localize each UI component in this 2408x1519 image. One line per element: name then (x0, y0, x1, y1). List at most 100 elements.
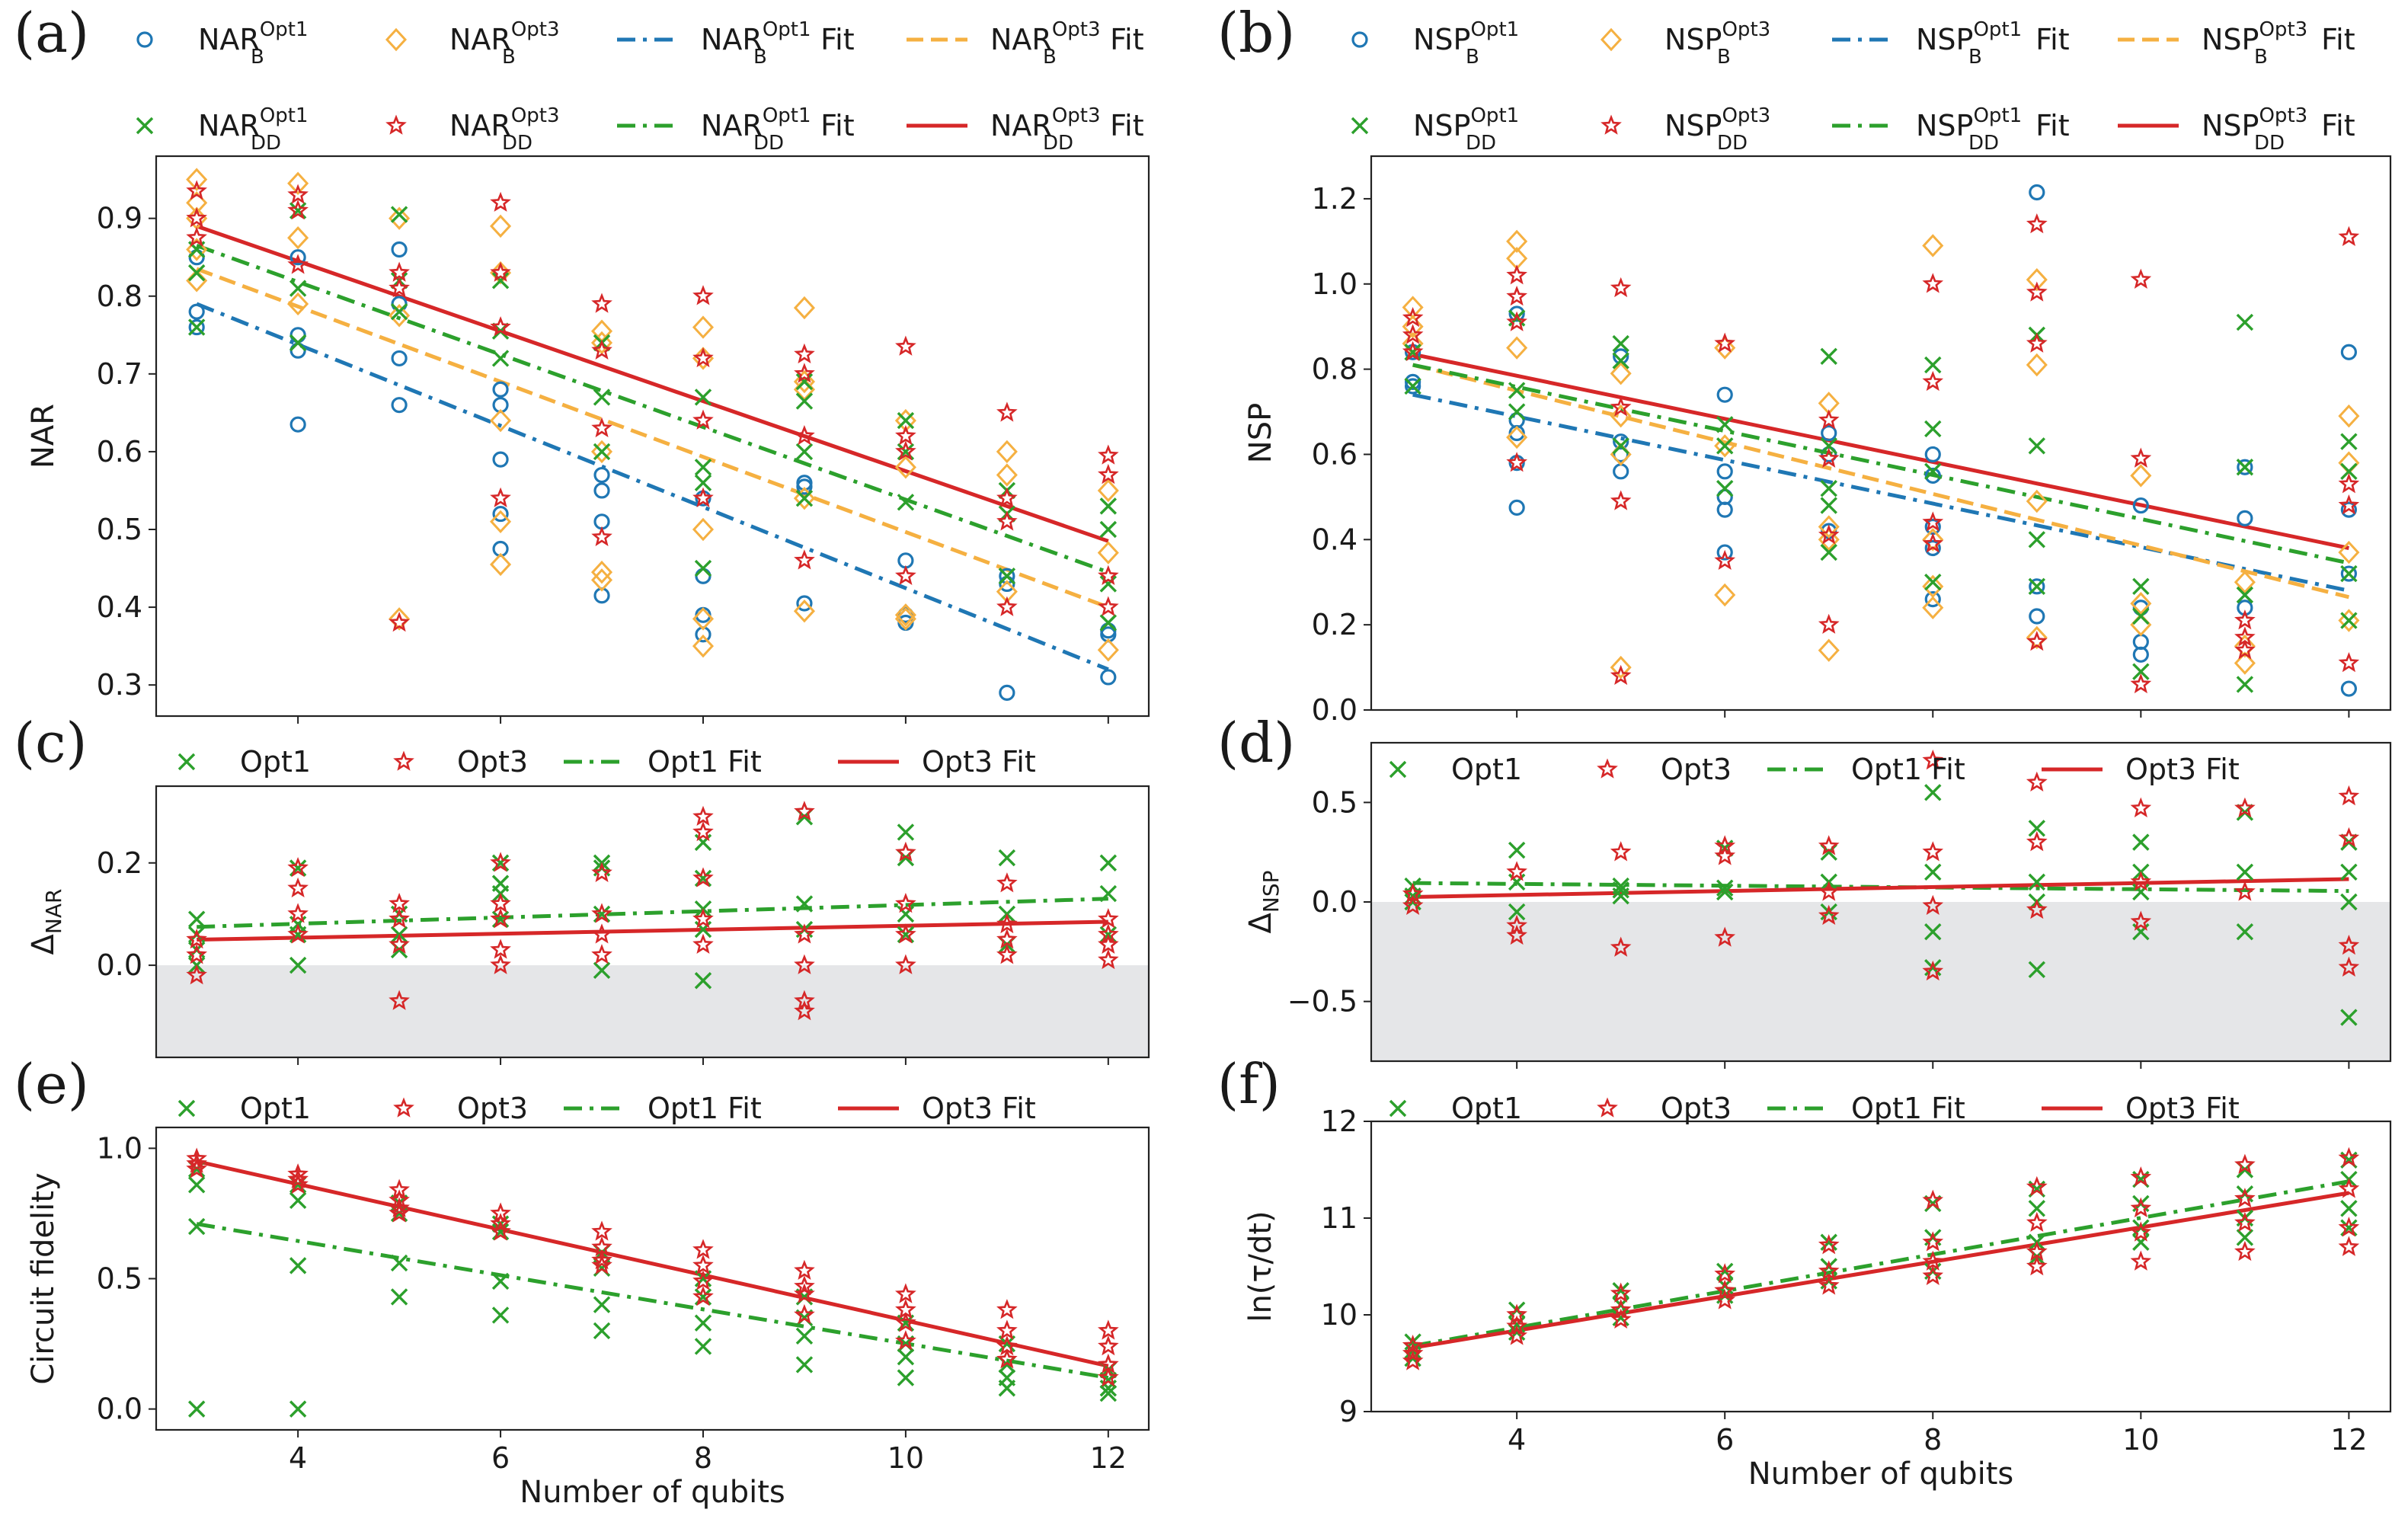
plot-frame (1370, 155, 2392, 712)
legend-label-main: NAR (701, 23, 763, 56)
data-point (1610, 841, 1632, 862)
legend-entry: NSPOpt3 B Fit (2118, 18, 2355, 69)
y-tick-label: 1.0 (1312, 267, 1357, 301)
data-point (1924, 467, 1941, 484)
data-point (996, 929, 1018, 949)
data-point (2130, 1250, 2152, 1271)
y-tick-label: 0.6 (97, 435, 142, 468)
data-point (1924, 863, 1942, 881)
y-tick-label: 0.2 (1312, 608, 1357, 641)
data-point (2340, 462, 2358, 481)
legend-label-sup: Opt3 (511, 18, 560, 41)
data-point (1716, 544, 1733, 561)
legend-label-sub: B (1043, 46, 1057, 69)
data-point (389, 1197, 410, 1217)
data-point (1922, 370, 1944, 392)
data-point (1506, 1325, 1527, 1345)
legend-label-main: NSP (1916, 23, 1973, 56)
legend-entry: Opt1 (1389, 753, 1522, 786)
y-tick-label: 0.5 (1312, 785, 1357, 819)
data-point (692, 1270, 714, 1290)
data-point (2130, 1197, 2152, 1218)
legend-entry: Opt1 (1389, 1092, 1522, 1125)
data-point (2340, 501, 2357, 518)
data-point (1100, 669, 1117, 686)
data-point (590, 440, 613, 464)
data-point (287, 254, 309, 274)
data-point (1610, 1308, 1632, 1329)
legend-label-suffix: Fit (1101, 109, 1144, 142)
data-point (2132, 577, 2150, 596)
legend-label-sup: Opt3 (2259, 18, 2307, 41)
legend-label-suffix: Fit (811, 23, 855, 56)
data-point (593, 389, 611, 406)
plot-frame (155, 785, 1150, 1059)
data-point (490, 893, 511, 913)
data-point (2338, 494, 2360, 515)
data-point (490, 191, 511, 212)
data-point (186, 168, 208, 191)
y-tick-label: 0.6 (1312, 437, 1357, 471)
data-point (1924, 959, 1942, 977)
data-point (1716, 463, 1733, 480)
legend-marker (1389, 760, 1407, 779)
data-point (895, 892, 916, 913)
data-point (1820, 497, 1837, 514)
legend-label-sub: B (753, 46, 767, 69)
data-point (694, 972, 712, 990)
legend-entry: Opt1 (177, 1092, 311, 1125)
data-point (2234, 881, 2256, 901)
data-point (1506, 285, 1527, 306)
data-point (794, 1275, 815, 1296)
data-point (491, 1272, 510, 1290)
data-point (2026, 353, 2048, 377)
data-point (490, 510, 512, 534)
data-point (186, 1153, 207, 1173)
data-point (593, 443, 611, 461)
data-point (2130, 464, 2152, 488)
data-point (1098, 1367, 1119, 1387)
data-point (999, 684, 1015, 701)
legend-label: NAROpt3 B Fit (990, 18, 1144, 69)
data-point (492, 505, 509, 523)
data-point (389, 611, 410, 632)
legend-label-sub: DD (1043, 132, 1073, 155)
fit-line (196, 1222, 1109, 1380)
data-point (1098, 596, 1119, 616)
data-point (2338, 785, 2360, 806)
legend-marker (1597, 758, 1618, 779)
legend-label: NAROpt3 DD Fit (990, 104, 1144, 155)
series-group (186, 168, 1119, 662)
data-point (1612, 1309, 1629, 1327)
data-point (1922, 532, 1944, 553)
data-point (289, 280, 307, 297)
data-point (2338, 934, 2360, 955)
data-point (2340, 1009, 2358, 1026)
legend-label-main: NSP (2202, 23, 2259, 56)
data-point (1922, 528, 1944, 552)
data-point (1098, 908, 1119, 929)
data-point (1818, 904, 1840, 926)
data-point (795, 373, 814, 391)
data-point (1506, 311, 1527, 331)
legend-label-sup: Opt3 (2259, 104, 2307, 127)
data-point (1610, 404, 1632, 428)
data-point (1821, 424, 1837, 442)
y-tick-label: 0.4 (97, 590, 142, 624)
data-point (1818, 613, 1840, 634)
legend-label: NSPOpt1 DD Fit (1916, 104, 2070, 155)
legend-label-sub: B (1968, 46, 1982, 69)
legend-label-main: NAR (990, 23, 1052, 56)
series-group (186, 801, 1119, 1021)
legend-label-suffix: Fit (1101, 23, 1144, 56)
data-point (188, 303, 205, 320)
data-point (590, 568, 613, 592)
legend-entry: Opt3 Fit (838, 745, 1036, 779)
legend-marker (1597, 1097, 1618, 1118)
legend-label: Opt1 Fit (1851, 1092, 1965, 1125)
data-point (1922, 750, 1944, 770)
legend-label: NSPOpt1 B Fit (1916, 18, 2070, 69)
data-point (2338, 1236, 2360, 1256)
legend-label-sup: Opt3 (1722, 18, 1770, 41)
